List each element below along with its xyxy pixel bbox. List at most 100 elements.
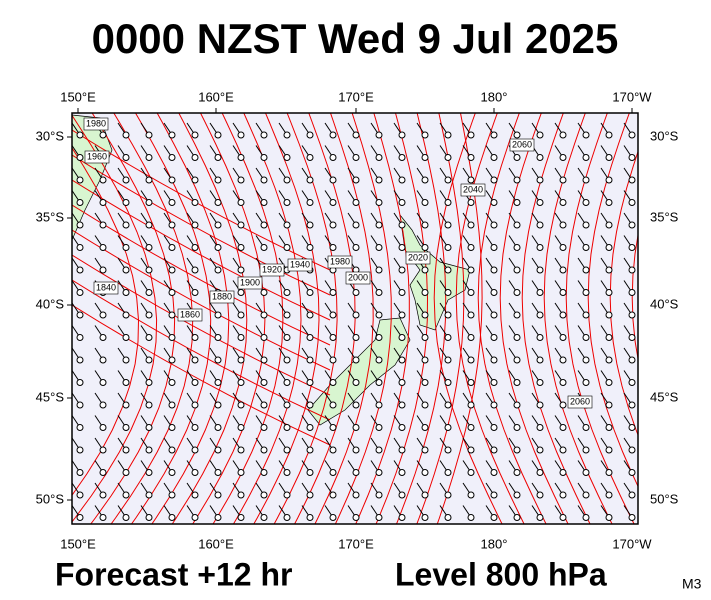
wind-station: [490, 446, 498, 454]
wind-station: [237, 199, 245, 206]
wind-station: [444, 176, 452, 184]
wind-station: [605, 154, 613, 161]
contour-label: 1960: [87, 151, 107, 161]
wind-station: [605, 311, 613, 319]
wind-station: [122, 176, 130, 184]
wind-station: [375, 266, 383, 274]
wind-station: [329, 199, 337, 206]
wind-station: [444, 401, 452, 409]
wind-station: [628, 514, 636, 521]
wind-station: [122, 221, 130, 229]
wind-station: [582, 379, 590, 386]
wind-station: [76, 131, 84, 139]
contour-label: 1940: [290, 259, 310, 269]
contour-label-box: [509, 138, 535, 152]
wind-station: [628, 131, 636, 139]
wind-station: [214, 176, 222, 184]
wind-station: [168, 221, 176, 229]
wind-station: [605, 131, 613, 139]
wind-station: [283, 424, 291, 431]
wind-station: [237, 401, 245, 409]
wind-station: [444, 266, 452, 274]
wind-station: [145, 491, 153, 499]
wind-station: [237, 131, 245, 139]
wind-station: [490, 469, 498, 476]
wind-station: [559, 514, 567, 521]
wind-station: [421, 446, 429, 454]
wind-station: [237, 176, 245, 184]
wind-station: [375, 491, 383, 499]
contour-line: [609, 150, 638, 437]
wind-station: [536, 424, 544, 431]
contour-line: [455, 113, 525, 524]
wind-station: [76, 424, 84, 431]
wind-station: [145, 379, 153, 386]
contour-label: 2060: [512, 139, 532, 149]
wind-station: [352, 131, 360, 139]
wind-station: [513, 199, 521, 206]
wind-station: [605, 334, 613, 341]
wind-station: [191, 469, 199, 476]
wind-station: [122, 131, 130, 139]
wind-station: [536, 289, 544, 296]
wind-station: [398, 446, 406, 454]
wind-station: [375, 446, 383, 454]
wind-station: [145, 131, 153, 139]
wind-station: [582, 311, 590, 319]
contour-label: 1980: [86, 118, 106, 128]
wind-station: [329, 469, 337, 476]
lat-label-right: 30°S: [650, 128, 679, 143]
wind-station: [398, 131, 406, 139]
wind-station: [582, 154, 590, 161]
wind-station: [352, 176, 360, 184]
wind-station: [99, 199, 107, 206]
wind-station: [467, 244, 475, 251]
contour-line: [293, 113, 356, 524]
wind-station: [76, 491, 84, 499]
wind-station: [237, 244, 245, 251]
contour-line: [72, 279, 331, 421]
wind-station: [467, 446, 475, 454]
wind-station: [375, 221, 383, 229]
wind-station: [628, 356, 636, 364]
wind-station: [605, 176, 613, 184]
wind-station: [375, 244, 383, 251]
wind-station: [582, 131, 590, 139]
wind-station: [260, 514, 268, 521]
wind-station: [559, 154, 567, 161]
wind-station: [536, 131, 544, 139]
contour-line: [232, 113, 302, 524]
wind-station: [306, 446, 314, 454]
wind-station: [260, 244, 268, 251]
lat-label-left: 30°S: [36, 128, 65, 143]
wind-station: [237, 356, 245, 364]
wind-station: [490, 401, 498, 409]
wind-station: [329, 424, 337, 431]
lon-label-top: 150°E: [60, 89, 96, 104]
contour-line: [543, 113, 613, 524]
wind-station: [214, 514, 222, 521]
wind-station: [444, 356, 452, 364]
wind-station: [605, 424, 613, 431]
wind-station: [329, 401, 337, 409]
wind-station: [191, 199, 199, 206]
wind-station: [168, 266, 176, 274]
wind-station: [352, 469, 360, 476]
wind-station: [536, 356, 544, 364]
wind-station: [582, 514, 590, 521]
wind-station: [260, 221, 268, 229]
wind-station: [352, 311, 360, 319]
wind-station: [467, 514, 475, 521]
contour-line: [192, 113, 266, 524]
wind-station: [605, 446, 613, 454]
contour-label: 1880: [212, 291, 232, 301]
wind-station: [99, 311, 107, 319]
wind-station: [260, 446, 268, 454]
wind-station: [306, 311, 314, 319]
wind-station: [375, 379, 383, 386]
wind-station: [283, 154, 291, 161]
wind-station: [467, 424, 475, 431]
wind-station: [352, 154, 360, 161]
wind-station: [628, 424, 636, 431]
lon-label-top: 170°E: [338, 89, 374, 104]
